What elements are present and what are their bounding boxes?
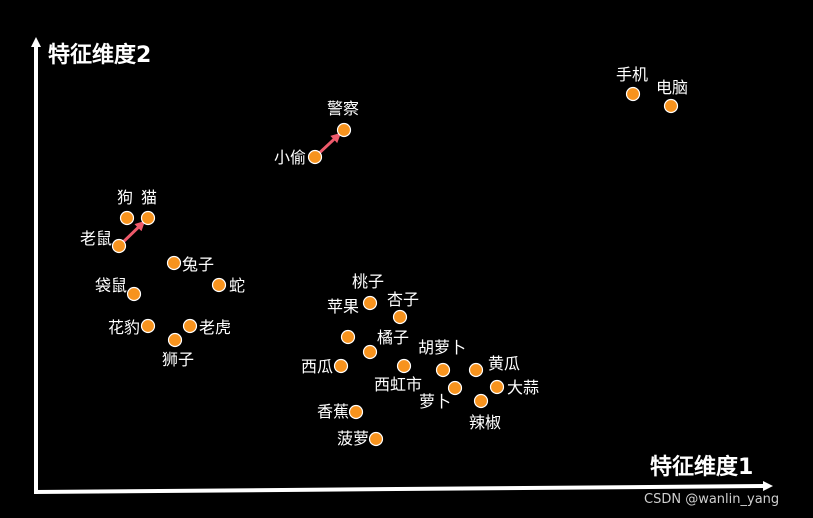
point-peach (362, 295, 378, 311)
label-orange: 橘子 (377, 328, 409, 347)
label-rabbit: 兔子 (182, 255, 214, 274)
label-pepper: 辣椒 (469, 413, 501, 432)
label-snake: 蛇 (229, 276, 245, 295)
point-radish (447, 380, 463, 396)
label-radish: 萝卜 (419, 392, 451, 411)
label-peach: 桃子 (352, 272, 384, 291)
y-axis-title: 特征维度2 (48, 42, 151, 68)
x-axis-title: 特征维度1 (650, 454, 753, 480)
label-cucumber: 黄瓜 (488, 354, 520, 373)
point-dog (119, 210, 135, 226)
point-apricot (392, 309, 408, 325)
arrow-mouse-to-cat (120, 220, 146, 245)
relation-arrows (120, 132, 342, 245)
points (111, 86, 679, 447)
label-kangaroo: 袋鼠 (95, 276, 127, 295)
point-orange (362, 344, 378, 360)
label-carrot: 胡萝卜 (418, 338, 466, 357)
x-axis (33, 481, 773, 494)
arrow-thief-to-police (316, 132, 342, 157)
label-pineapple: 菠萝 (337, 429, 369, 448)
label-phone: 手机 (616, 65, 648, 84)
point-thief (307, 149, 323, 165)
point-cat (140, 210, 156, 226)
point-lion (167, 332, 183, 348)
point-leopard (140, 318, 156, 334)
label-banana: 香蕉 (317, 402, 349, 421)
label-dog: 狗 (117, 188, 133, 207)
point-mouse (111, 238, 127, 254)
label-thief: 小偷 (274, 148, 306, 167)
point-cucumber (468, 362, 484, 378)
label-cat: 猫 (141, 188, 157, 207)
point-pineapple (368, 431, 384, 447)
point-snake (211, 277, 227, 293)
label-police: 警察 (327, 99, 359, 118)
label-tiger: 老虎 (199, 318, 231, 337)
label-lion: 狮子 (162, 350, 194, 369)
label-watermelon: 西瓜 (301, 357, 333, 376)
label-computer: 电脑 (656, 78, 688, 97)
point-watermelon (333, 358, 349, 374)
label-mouse: 老鼠 (80, 229, 112, 248)
point-tomato (396, 358, 412, 374)
point-tiger (182, 318, 198, 334)
point-banana (348, 404, 364, 420)
label-apricot: 杏子 (387, 290, 419, 309)
point-police (336, 122, 352, 138)
point-computer (663, 98, 679, 114)
point-apple (340, 329, 356, 345)
label-tomato: 西虹市 (374, 375, 422, 394)
watermark: CSDN @wanlin_yang (644, 492, 779, 507)
point-garlic (489, 379, 505, 395)
label-apple: 苹果 (327, 297, 359, 316)
label-leopard: 花豹 (108, 318, 140, 337)
point-pepper (473, 393, 489, 409)
label-garlic: 大蒜 (507, 378, 539, 397)
point-kangaroo (126, 286, 142, 302)
point-rabbit (166, 255, 182, 271)
point-phone (625, 86, 641, 102)
point-carrot (435, 362, 451, 378)
